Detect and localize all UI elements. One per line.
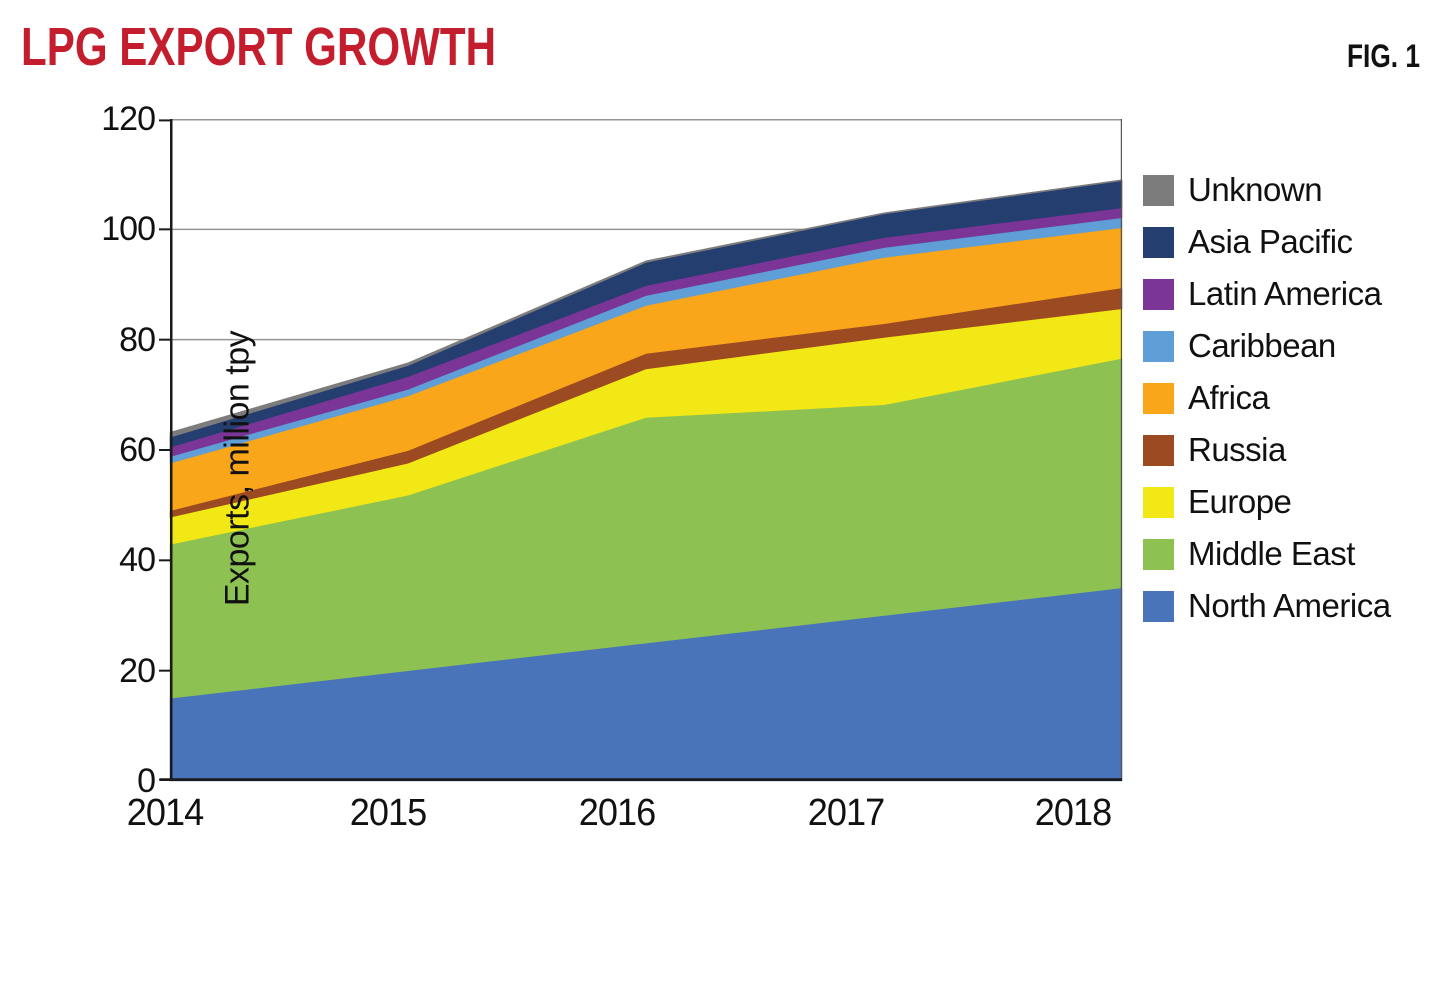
legend-label: Africa (1188, 379, 1270, 416)
legend-swatch (1143, 330, 1174, 362)
legend-item-north-america: North America (1143, 580, 1391, 632)
legend-item-caribbean: Caribbean (1143, 320, 1391, 372)
legend-label: Caribbean (1188, 327, 1336, 364)
x-tick-label-2018: 2018 (1034, 792, 1112, 834)
y-tick-label-0: 0 (137, 762, 156, 800)
stacked-area-chart (159, 119, 1123, 782)
legend-swatch (1143, 226, 1174, 258)
y-tick-label-120: 120 (101, 100, 156, 138)
legend-item-middle-east: Middle East (1143, 528, 1391, 580)
legend-item-africa: Africa (1143, 372, 1391, 424)
legend-swatch (1143, 382, 1174, 414)
chart-title: LPG EXPORT GROWTH (21, 17, 497, 77)
legend-swatch (1143, 590, 1174, 622)
y-tick-label-100: 100 (101, 210, 156, 249)
legend-item-unknown: Unknown (1143, 164, 1391, 216)
legend-label: Asia Pacific (1188, 223, 1353, 260)
legend-swatch (1143, 538, 1174, 570)
legend-swatch (1143, 434, 1174, 466)
legend-item-asia-pacific: Asia Pacific (1143, 216, 1391, 268)
legend-swatch (1143, 174, 1174, 206)
legend-item-europe: Europe (1143, 476, 1391, 528)
legend-item-russia: Russia (1143, 424, 1391, 476)
legend-label: Latin America (1188, 275, 1382, 312)
y-tick-label-60: 60 (119, 431, 156, 469)
legend-item-latin-america: Latin America (1143, 268, 1391, 320)
y-axis-title: Exports, million tpy (218, 330, 257, 607)
y-tick-label-20: 20 (119, 651, 156, 690)
x-tick-label-2016: 2016 (578, 792, 656, 834)
x-tick-label-2017: 2017 (807, 792, 885, 834)
x-tick-label-2014: 2014 (126, 792, 204, 834)
legend-swatch (1143, 486, 1174, 518)
plot-area: Exports, million tpy 0 20 40 60 80 100 120 201… (101, 100, 1123, 834)
legend-swatch (1143, 278, 1174, 310)
legend-label: North America (1188, 587, 1391, 624)
legend-label: Europe (1188, 483, 1292, 520)
x-tick-label-2015: 2015 (349, 792, 427, 834)
chart-legend: Unknown Asia Pacific Latin America Caribbea… (1143, 164, 1391, 632)
legend-label: Russia (1188, 431, 1286, 468)
legend-label: Unknown (1188, 171, 1323, 208)
figure-number-label: FIG. 1 (1347, 38, 1420, 74)
y-tick-label-40: 40 (119, 541, 156, 580)
legend-label: Middle East (1188, 535, 1355, 572)
y-tick-label-80: 80 (119, 320, 156, 359)
